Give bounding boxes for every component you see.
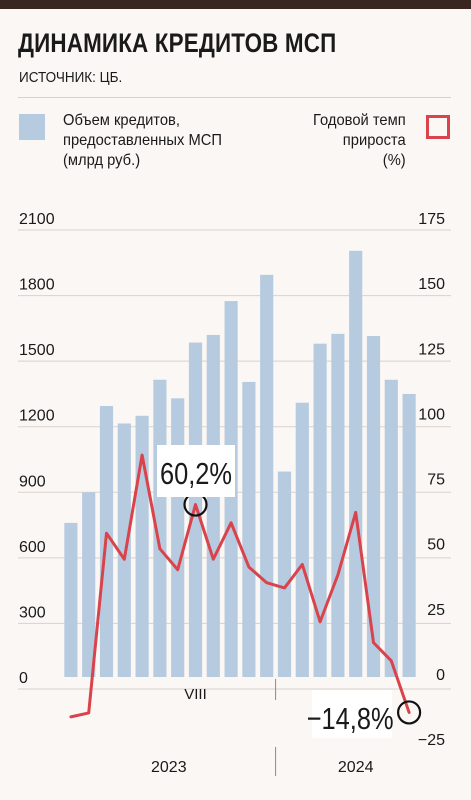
bar: [117, 423, 131, 677]
right-tick-label: −25: [418, 732, 445, 749]
legend-line-line-2: прироста: [343, 132, 406, 149]
legend-bar-line-2: предоставленных МСП: [63, 132, 222, 149]
legend-bar-line-1: Объем кредитов,: [63, 112, 180, 129]
legend-bar-swatch: [19, 114, 45, 140]
header-divider: [18, 97, 451, 98]
annotation-circle-low: [397, 700, 422, 725]
bar: [242, 381, 256, 677]
left-tick-label: 1800: [19, 277, 55, 294]
left-tick-label: 300: [19, 604, 46, 621]
bar: [64, 522, 78, 677]
annotation-label-low: −14,8%: [307, 702, 394, 737]
right-tick-label: 25: [427, 602, 445, 619]
bar: [331, 333, 345, 677]
bar: [313, 343, 327, 677]
legend-line-swatch: [426, 115, 450, 139]
month-label: VIII: [184, 686, 207, 703]
growth-line: [69, 453, 411, 719]
bar: [260, 274, 274, 677]
chart-title: ДИНАМИКА КРЕДИТОВ МСП: [18, 28, 337, 58]
legend-line-line-1: Годовой темп: [313, 112, 406, 129]
bar: [206, 334, 220, 677]
right-tick-label: 150: [418, 276, 445, 293]
right-tick-label: 75: [427, 472, 445, 489]
right-tick-label: 50: [427, 537, 445, 554]
right-tick-label: 175: [418, 211, 445, 228]
bar: [171, 398, 185, 677]
bar: [277, 471, 292, 677]
left-tick-label: 0: [19, 670, 28, 687]
bar: [402, 393, 416, 677]
left-tick-label: 2100: [19, 211, 55, 228]
left-tick-label: 600: [19, 539, 46, 556]
legend-line-label: Годовой темп прироста (%): [313, 111, 406, 171]
right-tick-label: 125: [418, 341, 445, 358]
year-label-2023: 2023: [151, 759, 187, 776]
bar: [349, 250, 363, 678]
legend-bar-line-3: (млрд руб.): [63, 152, 141, 169]
annotation-box-peak: [157, 445, 235, 497]
right-tick-label: 100: [418, 406, 445, 423]
annotation-label-peak: 60,2%: [160, 457, 232, 492]
right-tick-label: 0: [436, 667, 445, 684]
bar: [295, 402, 309, 677]
bar: [366, 336, 381, 677]
annotation-box-low: [312, 690, 392, 738]
top-accent-bar: [0, 0, 471, 9]
legend-bar-label: Объем кредитов, предоставленных МСП (млр…: [63, 111, 222, 171]
source-note: ИСТОЧНИК: ЦБ.: [19, 69, 123, 86]
bar: [82, 492, 96, 677]
left-tick-label: 1500: [19, 342, 55, 359]
legend-line-line-3: (%): [383, 152, 406, 169]
year-label-2024: 2024: [338, 759, 374, 776]
left-tick-label: 1200: [19, 408, 55, 425]
left-tick-label: 900: [19, 473, 46, 490]
bar: [384, 379, 398, 677]
